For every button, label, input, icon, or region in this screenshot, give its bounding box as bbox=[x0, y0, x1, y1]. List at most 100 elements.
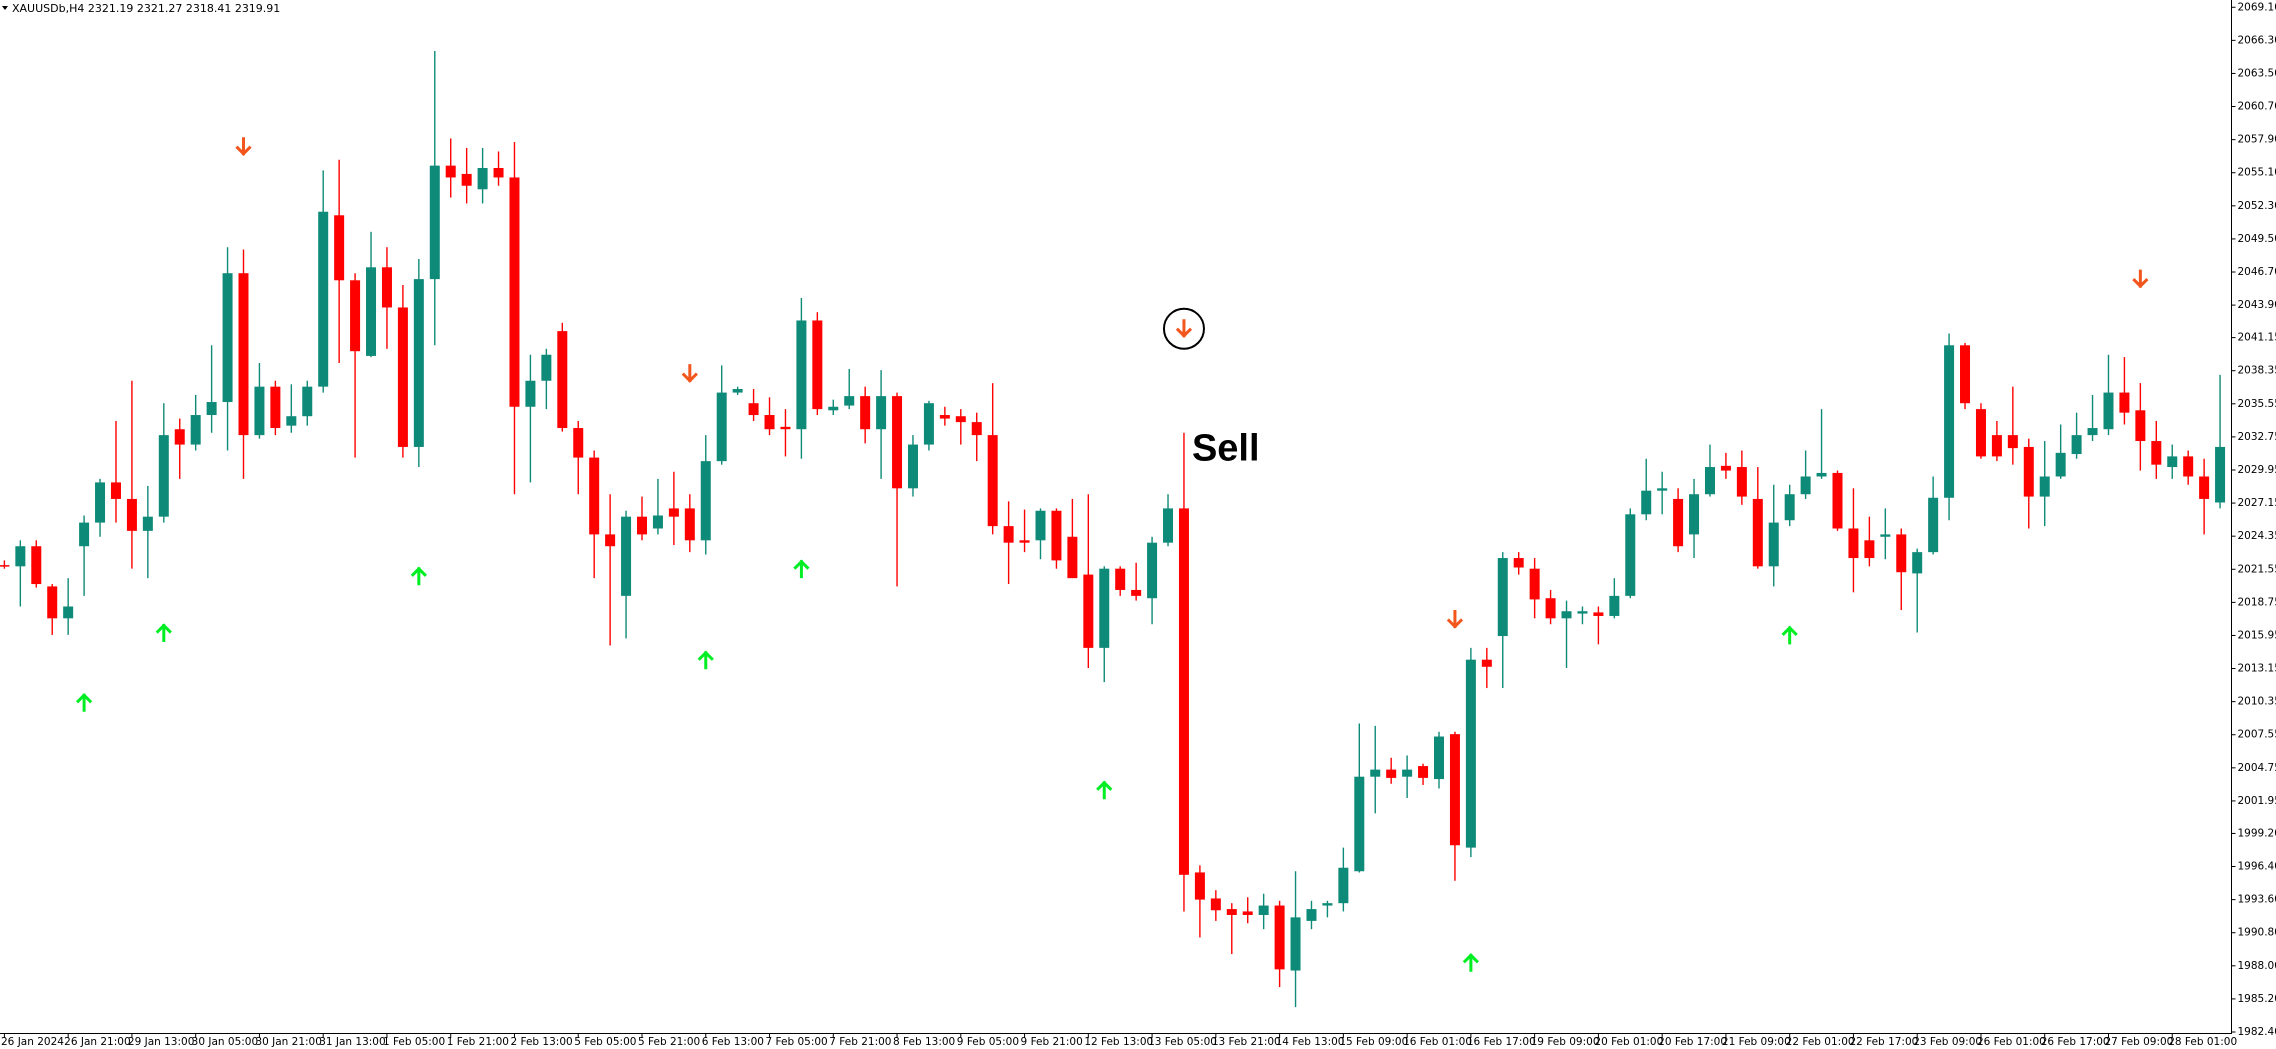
y-tick-label: 2038.35 bbox=[2238, 365, 2276, 377]
candle-body bbox=[700, 461, 711, 541]
candle-body bbox=[1497, 558, 1508, 637]
candle-body bbox=[1912, 552, 1923, 574]
y-tick-label: 2010.35 bbox=[2238, 696, 2276, 708]
candle-body bbox=[621, 516, 632, 596]
menu-icon[interactable] bbox=[2, 6, 8, 10]
candle-body bbox=[1194, 872, 1205, 900]
candle-body bbox=[1131, 589, 1142, 596]
x-tick-label: 20 Feb 01:00 bbox=[1594, 1036, 1663, 1048]
x-tick-label: 16 Feb 01:00 bbox=[1403, 1036, 1472, 1048]
candle-body bbox=[47, 586, 58, 619]
y-tick-label: 2043.90 bbox=[2238, 299, 2276, 311]
candle-body bbox=[15, 546, 26, 567]
y-tick-label: 2015.95 bbox=[2238, 629, 2276, 641]
candle-body bbox=[2039, 476, 2050, 497]
candle-body bbox=[381, 267, 392, 308]
y-tick-label: 2027.15 bbox=[2238, 497, 2276, 509]
candle-body bbox=[445, 165, 456, 178]
signal-annotation: Sell bbox=[1192, 428, 1260, 470]
candle-body bbox=[1258, 905, 1269, 915]
candle-body bbox=[1418, 766, 1429, 778]
candle-body bbox=[1720, 465, 1731, 471]
chart-header: XAUUSDb,H4 2321.19 2321.27 2318.41 2319.… bbox=[12, 2, 280, 15]
buy-arrow bbox=[1462, 953, 1480, 972]
candle-body bbox=[1944, 345, 1955, 498]
y-tick-label: 2001.95 bbox=[2238, 795, 2276, 807]
candle-body bbox=[2167, 456, 2178, 468]
x-tick-label: 12 Feb 13:00 bbox=[1084, 1036, 1153, 1048]
candle-body bbox=[1306, 909, 1317, 921]
candle-body bbox=[860, 396, 871, 430]
candle-body bbox=[589, 457, 600, 535]
candle-body bbox=[1226, 909, 1237, 915]
candle-body bbox=[1402, 769, 1413, 777]
candle-body bbox=[2151, 441, 2162, 465]
candle-body bbox=[1274, 905, 1285, 970]
candle-body bbox=[1322, 903, 1333, 906]
candle-body bbox=[31, 546, 42, 585]
x-tick-label: 5 Feb 05:00 bbox=[574, 1036, 636, 1048]
sell-arrow bbox=[2132, 269, 2149, 289]
y-tick-label: 2046.70 bbox=[2238, 266, 2276, 278]
candle-body bbox=[780, 426, 791, 430]
y-tick-label: 1988.00 bbox=[2238, 960, 2276, 972]
x-tick-label: 9 Feb 21:00 bbox=[1021, 1036, 1083, 1048]
candle-body bbox=[923, 403, 934, 445]
candle-body bbox=[413, 279, 424, 447]
candle-body bbox=[222, 273, 233, 403]
candle-body bbox=[1960, 345, 1971, 404]
candle-body bbox=[1003, 526, 1014, 543]
y-tick-label: 2013.15 bbox=[2238, 663, 2276, 675]
x-tick-label: 1 Feb 21:00 bbox=[447, 1036, 509, 1048]
x-tick-label: 31 Jan 13:00 bbox=[319, 1036, 385, 1048]
candle-body bbox=[1880, 534, 1891, 537]
x-tick-label: 26 Feb 01:00 bbox=[1977, 1036, 2046, 1048]
candle-body bbox=[1449, 734, 1460, 846]
candle-body bbox=[174, 429, 185, 445]
candle-body bbox=[1752, 498, 1763, 567]
candle-body bbox=[796, 320, 807, 430]
candle-body bbox=[126, 498, 137, 531]
x-tick-label: 1 Feb 05:00 bbox=[383, 1036, 445, 1048]
candle-body bbox=[1848, 528, 1859, 559]
buy-arrow bbox=[697, 650, 714, 670]
candle-body bbox=[1816, 472, 1827, 477]
x-tick-label: 23 Feb 09:00 bbox=[1913, 1036, 1982, 1048]
buy-arrow bbox=[75, 693, 93, 712]
candle-body bbox=[1354, 776, 1365, 872]
sell-arrow bbox=[1446, 610, 1464, 629]
x-tick-label: 2 Feb 13:00 bbox=[510, 1036, 572, 1048]
candle-body bbox=[1625, 514, 1636, 596]
sell-arrow bbox=[235, 137, 252, 156]
candle-body bbox=[748, 403, 759, 416]
x-tick-label: 21 Feb 09:00 bbox=[1722, 1036, 1791, 1048]
x-tick-label: 5 Feb 21:00 bbox=[638, 1036, 700, 1048]
candle-body bbox=[557, 331, 568, 429]
candle-body bbox=[1083, 574, 1094, 648]
candle-body bbox=[732, 389, 743, 393]
candle-body bbox=[939, 415, 950, 419]
candle-body bbox=[1481, 659, 1492, 667]
candle-body bbox=[1513, 558, 1524, 568]
candle-body bbox=[397, 307, 408, 447]
y-tick-label: 2069.10 bbox=[2238, 1, 2276, 13]
candle-body bbox=[1210, 898, 1221, 911]
y-tick-label: 2057.90 bbox=[2238, 134, 2276, 146]
candle-body bbox=[1529, 568, 1540, 600]
candle-body bbox=[493, 168, 504, 178]
y-tick-label: 2007.55 bbox=[2238, 729, 2276, 741]
candle-body bbox=[286, 416, 297, 426]
x-tick-label: 22 Feb 01:00 bbox=[1786, 1036, 1855, 1048]
x-tick-label: 16 Feb 17:00 bbox=[1467, 1036, 1536, 1048]
candle-body bbox=[2023, 446, 2034, 497]
y-tick-label: 2024.35 bbox=[2238, 530, 2276, 542]
candle-body bbox=[0, 565, 10, 567]
x-tick-label: 13 Feb 05:00 bbox=[1148, 1036, 1217, 1048]
buy-arrow bbox=[155, 623, 172, 643]
x-tick-label: 28 Feb 01:00 bbox=[2168, 1036, 2237, 1048]
candle-body bbox=[1290, 917, 1301, 971]
y-tick-label: 1985.20 bbox=[2238, 993, 2276, 1005]
candle-body bbox=[1115, 568, 1126, 590]
candle-body bbox=[1641, 490, 1652, 515]
candle-body bbox=[1178, 508, 1189, 875]
